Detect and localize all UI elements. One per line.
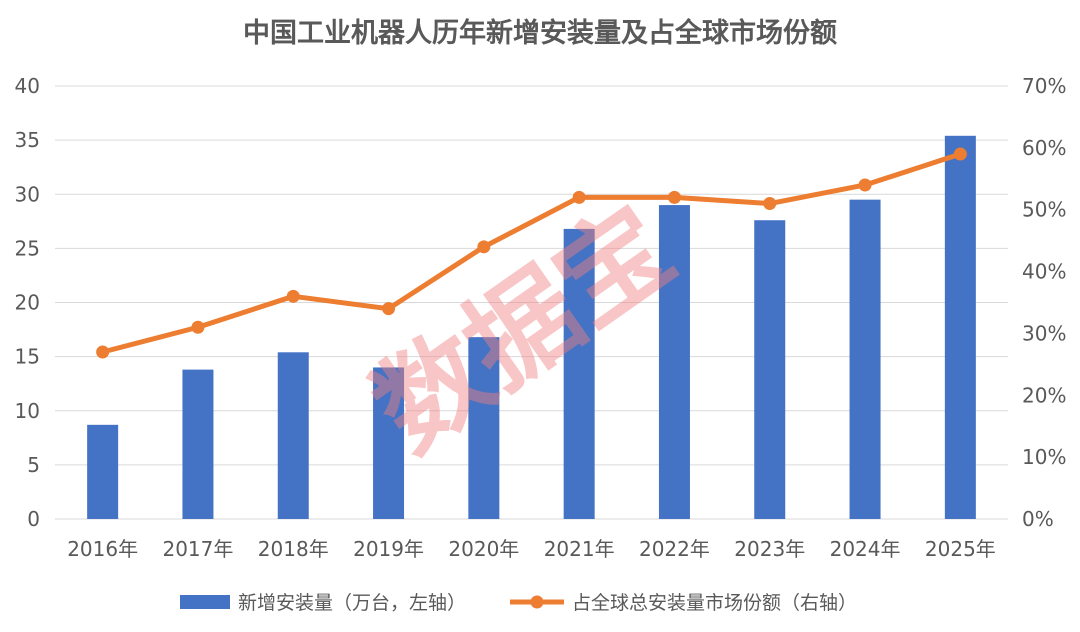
bar xyxy=(563,228,595,519)
line-point xyxy=(572,190,586,204)
right-axis-tick-label: 20% xyxy=(1022,383,1066,407)
right-axis: 0% 10% 20% 30% 40% 50% 60% 70% xyxy=(1022,74,1066,531)
bar xyxy=(277,352,309,519)
line-point xyxy=(286,289,300,303)
line-series xyxy=(96,147,967,359)
left-axis-tick-label: 5 xyxy=(27,453,40,477)
left-axis-tick-label: 0 xyxy=(27,507,40,531)
x-axis-tick-label: 2017年 xyxy=(162,537,233,561)
legend-bar-swatch xyxy=(180,595,230,609)
x-axis-tick-label: 2022年 xyxy=(639,537,710,561)
line-point xyxy=(477,240,491,254)
x-axis-tick-label: 2024年 xyxy=(830,537,901,561)
left-axis-tick-label: 10 xyxy=(15,399,40,423)
line-point xyxy=(382,302,396,316)
right-axis-tick-label: 10% xyxy=(1022,445,1066,469)
right-axis-tick-label: 50% xyxy=(1022,198,1066,222)
share-line xyxy=(100,151,963,355)
x-axis-tick-label: 2018年 xyxy=(258,537,329,561)
legend: 新增安装量（万台，左轴） 占全球总安装量市场份额（右轴） xyxy=(180,592,857,614)
chart-title: 中国工业机器人历年新增安装量及占全球市场份额 xyxy=(243,17,837,49)
line-point xyxy=(96,345,110,359)
bar xyxy=(754,220,786,520)
right-axis-tick-label: 0% xyxy=(1022,507,1054,531)
left-axis-tick-label: 40 xyxy=(15,74,40,98)
legend-bar-label: 新增安装量（万台，左轴） xyxy=(238,592,466,614)
left-axis-tick-label: 20 xyxy=(15,291,40,315)
right-axis-tick-label: 40% xyxy=(1022,260,1066,284)
line-point xyxy=(667,190,681,204)
line-point xyxy=(953,147,967,161)
x-axis-tick-label: 2021年 xyxy=(544,537,615,561)
gridlines xyxy=(55,85,1008,520)
bar xyxy=(944,135,976,520)
legend-line-marker xyxy=(530,595,544,609)
x-axis: 2016年 2017年 2018年 2019年 2020年 2021年 2022年 2023年… xyxy=(67,537,996,561)
right-axis-tick-label: 30% xyxy=(1022,321,1066,345)
right-axis-tick-label: 60% xyxy=(1022,136,1066,160)
x-axis-tick-label: 2023年 xyxy=(734,537,805,561)
x-axis-tick-label: 2020年 xyxy=(448,537,519,561)
bar xyxy=(87,424,119,519)
bar xyxy=(468,337,500,519)
line-point xyxy=(858,178,872,192)
left-axis: 0 5 10 15 20 25 30 35 40 xyxy=(15,74,40,531)
x-axis-tick-label: 2019年 xyxy=(353,537,424,561)
left-axis-tick-label: 30 xyxy=(15,182,40,206)
left-axis-tick-label: 25 xyxy=(15,236,40,260)
bar xyxy=(373,367,405,519)
x-axis-tick-label: 2025年 xyxy=(925,537,996,561)
bar xyxy=(849,199,881,519)
x-axis-tick-label: 2016年 xyxy=(67,537,138,561)
right-axis-tick-label: 70% xyxy=(1022,74,1066,98)
left-axis-tick-label: 35 xyxy=(15,128,40,152)
legend-line-label: 占全球总安装量市场份额（右轴） xyxy=(572,592,857,614)
bar xyxy=(182,369,214,519)
line-point xyxy=(763,197,777,211)
bar-series xyxy=(87,135,976,520)
line-point xyxy=(191,320,205,334)
bar xyxy=(658,205,690,519)
left-axis-tick-label: 15 xyxy=(15,345,40,369)
